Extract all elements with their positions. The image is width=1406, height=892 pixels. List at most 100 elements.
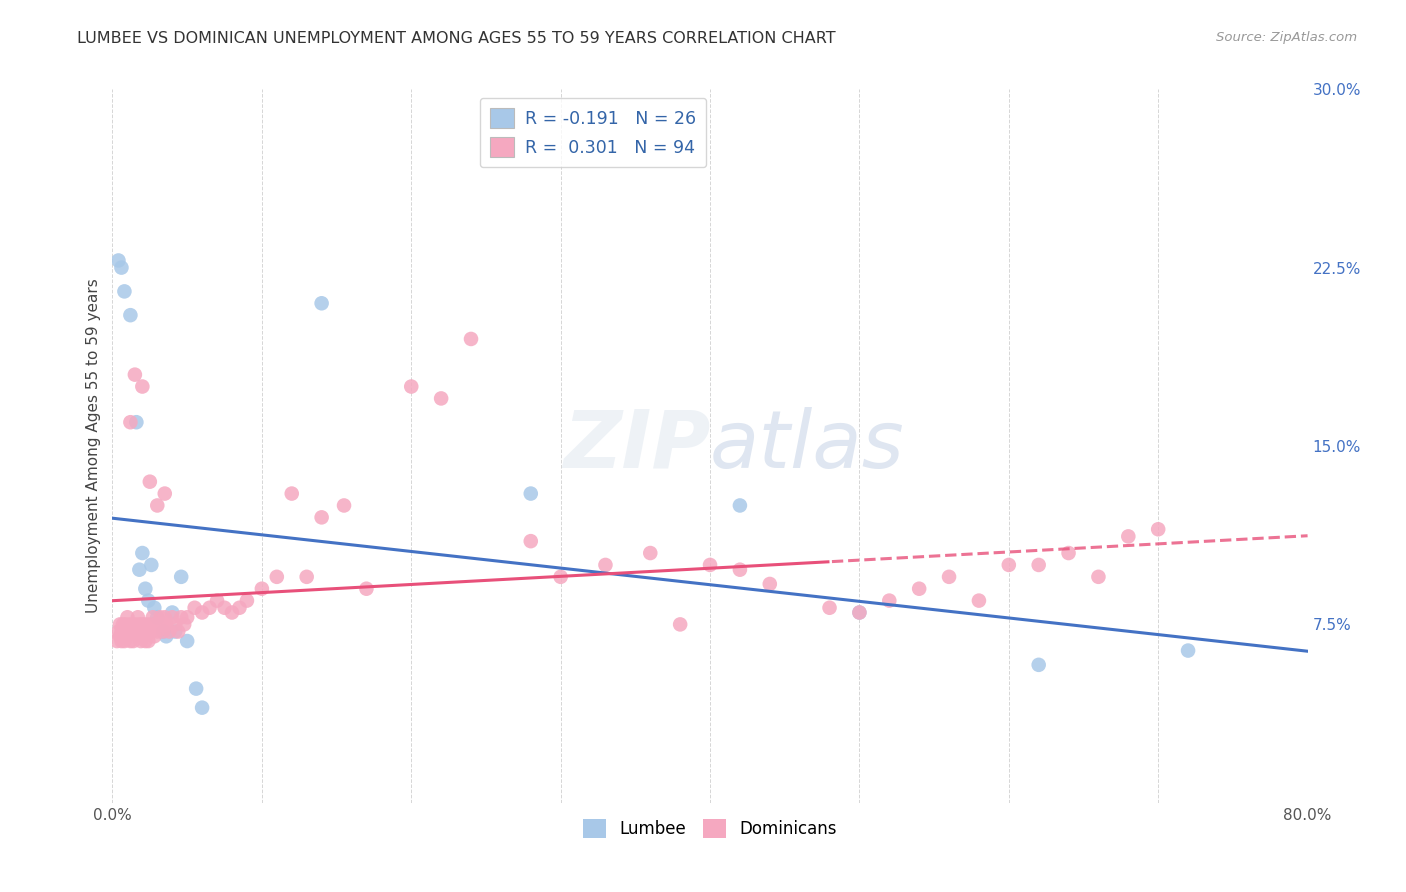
Point: [165, 624, 187, 639]
Point: [281, 486, 304, 500]
Point: [967, 593, 990, 607]
Point: [550, 570, 572, 584]
Point: [173, 617, 195, 632]
Point: [1118, 529, 1140, 543]
Point: [848, 606, 870, 620]
Point: [221, 606, 243, 620]
Point: [141, 558, 163, 572]
Point: [117, 610, 139, 624]
Point: [311, 296, 333, 310]
Point: [595, 558, 617, 572]
Point: [138, 593, 160, 607]
Point: [191, 606, 214, 620]
Point: [149, 610, 172, 624]
Point: [430, 392, 453, 406]
Point: [120, 415, 142, 429]
Point: [191, 700, 214, 714]
Point: [118, 624, 141, 639]
Point: [520, 486, 543, 500]
Point: [135, 624, 157, 639]
Point: [311, 510, 333, 524]
Point: [818, 600, 841, 615]
Point: [214, 600, 236, 615]
Point: [131, 379, 153, 393]
Point: [938, 570, 960, 584]
Point: [759, 577, 782, 591]
Point: [669, 617, 692, 632]
Point: [146, 499, 169, 513]
Point: [157, 624, 180, 639]
Point: [142, 610, 165, 624]
Point: [176, 634, 198, 648]
Point: [120, 617, 142, 632]
Point: [120, 308, 142, 322]
Point: [143, 629, 166, 643]
Point: [111, 629, 134, 643]
Point: [153, 486, 176, 500]
Point: [640, 546, 662, 560]
Point: [998, 558, 1021, 572]
Point: [186, 681, 208, 696]
Point: [107, 253, 129, 268]
Point: [155, 617, 177, 632]
Point: [124, 617, 146, 632]
Text: Source: ZipAtlas.com: Source: ZipAtlas.com: [1216, 31, 1357, 45]
Point: [198, 600, 221, 615]
Point: [162, 606, 183, 620]
Point: [266, 570, 288, 584]
Point: [153, 610, 176, 624]
Point: [138, 634, 160, 648]
Point: [141, 624, 163, 639]
Point: [728, 563, 751, 577]
Point: [848, 606, 870, 620]
Point: [155, 629, 177, 643]
Point: [699, 558, 721, 572]
Point: [139, 617, 162, 632]
Point: [124, 368, 146, 382]
Point: [122, 634, 145, 648]
Point: [131, 546, 153, 560]
Point: [1147, 522, 1170, 536]
Point: [110, 634, 132, 648]
Y-axis label: Unemployment Among Ages 55 to 59 years: Unemployment Among Ages 55 to 59 years: [86, 278, 101, 614]
Point: [205, 593, 228, 607]
Point: [150, 617, 173, 632]
Point: [108, 629, 131, 643]
Point: [110, 260, 132, 275]
Point: [115, 617, 138, 632]
Point: [129, 634, 152, 648]
Point: [110, 624, 132, 639]
Point: [152, 624, 174, 639]
Point: [128, 617, 150, 632]
Point: [134, 617, 156, 632]
Point: [134, 582, 156, 596]
Point: [107, 624, 129, 639]
Point: [1177, 643, 1199, 657]
Point: [167, 624, 190, 639]
Point: [125, 624, 148, 639]
Point: [228, 600, 250, 615]
Point: [165, 617, 187, 632]
Point: [114, 624, 135, 639]
Point: [128, 629, 150, 643]
Point: [183, 600, 205, 615]
Point: [139, 475, 162, 489]
Point: [120, 634, 142, 648]
Point: [162, 610, 183, 624]
Point: [908, 582, 931, 596]
Point: [114, 285, 135, 299]
Point: [108, 617, 131, 632]
Point: [117, 629, 139, 643]
Point: [1087, 570, 1109, 584]
Point: [1028, 558, 1050, 572]
Point: [176, 610, 198, 624]
Point: [132, 624, 155, 639]
Text: ZIP: ZIP: [562, 407, 710, 485]
Point: [460, 332, 482, 346]
Point: [250, 582, 273, 596]
Text: atlas: atlas: [710, 407, 905, 485]
Point: [520, 534, 543, 549]
Point: [125, 415, 148, 429]
Point: [152, 624, 174, 639]
Point: [121, 624, 143, 639]
